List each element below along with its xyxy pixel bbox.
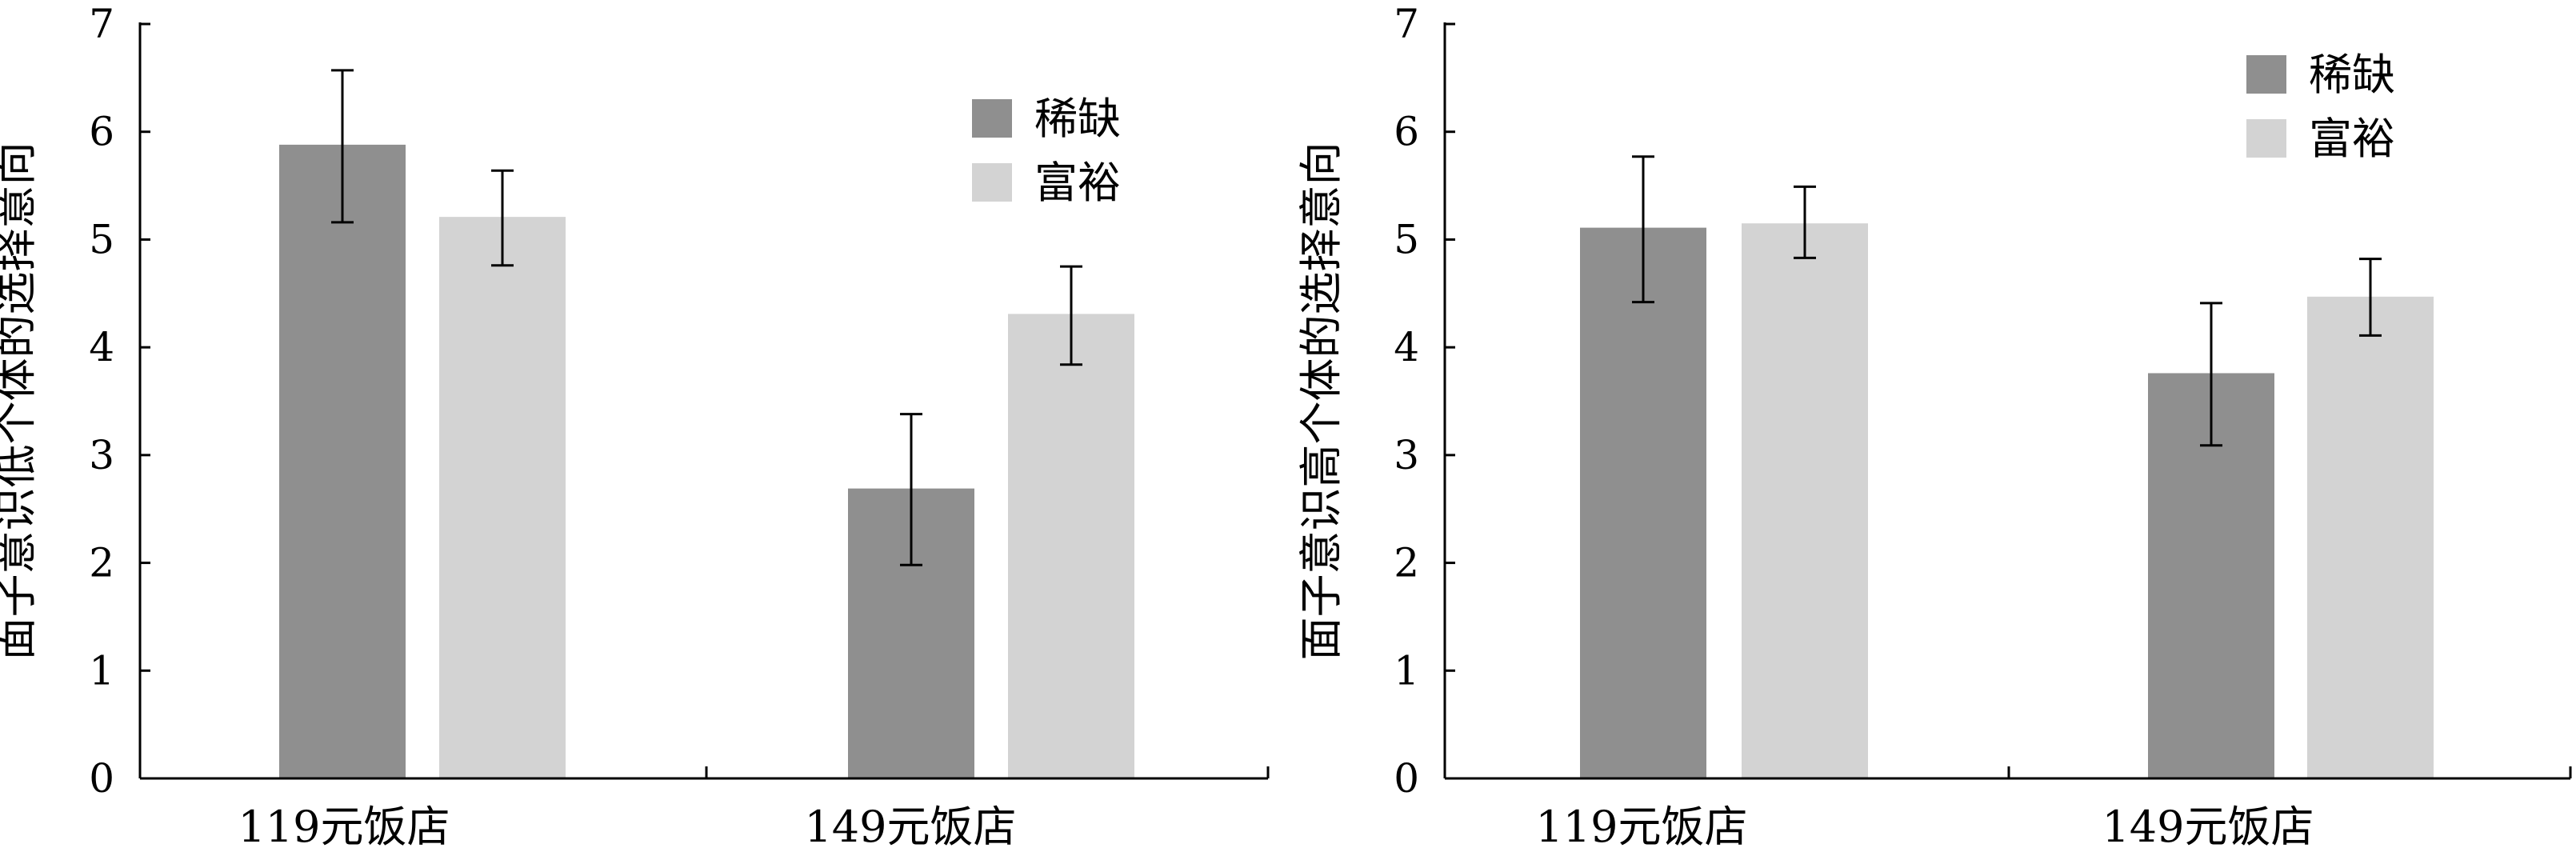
y-tick-label-3: 3 (1394, 432, 1419, 478)
x-category-label-1: 119元饭店 (238, 802, 450, 852)
bar-abundant-2 (2307, 296, 2434, 778)
bar-scarce-1 (279, 144, 406, 778)
y-tick-label-4: 4 (1394, 324, 1419, 370)
legend-swatch-scarce (972, 99, 1012, 138)
bar-abundant-1 (1742, 223, 1868, 778)
y-tick-label-2: 2 (1394, 540, 1419, 586)
y-tick-label-4: 4 (89, 324, 114, 370)
y-tick-label-1: 1 (1394, 647, 1419, 694)
y-tick-label-7: 7 (1394, 1, 1419, 47)
x-category-label-2: 149元饭店 (2102, 802, 2314, 852)
y-tick-label-6: 6 (89, 109, 114, 155)
legend-label-abundant: 富裕 (2309, 114, 2395, 164)
legend-label-scarce: 稀缺 (2309, 50, 2395, 100)
legend-swatch-abundant (2246, 119, 2286, 158)
y-tick-label-2: 2 (89, 540, 114, 586)
bar-abundant-1 (439, 217, 566, 779)
bar-scarce-1 (1580, 227, 1706, 778)
y-axis-title: 面子意识高个体的选择意向 (1296, 142, 1346, 661)
y-tick-label-5: 5 (89, 216, 114, 262)
y-tick-label-1: 1 (89, 647, 114, 694)
x-category-label-2: 149元饭店 (804, 802, 1016, 852)
legend-label-abundant: 富裕 (1034, 158, 1121, 208)
y-tick-label-3: 3 (89, 432, 114, 478)
y-tick-label-5: 5 (1394, 216, 1419, 262)
y-tick-label-0: 0 (89, 755, 114, 802)
bar-abundant-2 (1008, 314, 1134, 778)
legend-swatch-abundant (972, 163, 1012, 202)
y-axis-title: 面子意识低个体的选择意向 (0, 142, 41, 661)
y-tick-label-6: 6 (1394, 109, 1419, 155)
x-category-label-1: 119元饭店 (1535, 802, 1747, 852)
y-tick-label-7: 7 (89, 1, 114, 47)
y-tick-label-0: 0 (1394, 755, 1419, 802)
legend-label-scarce: 稀缺 (1034, 94, 1121, 144)
legend-swatch-scarce (2246, 55, 2286, 94)
